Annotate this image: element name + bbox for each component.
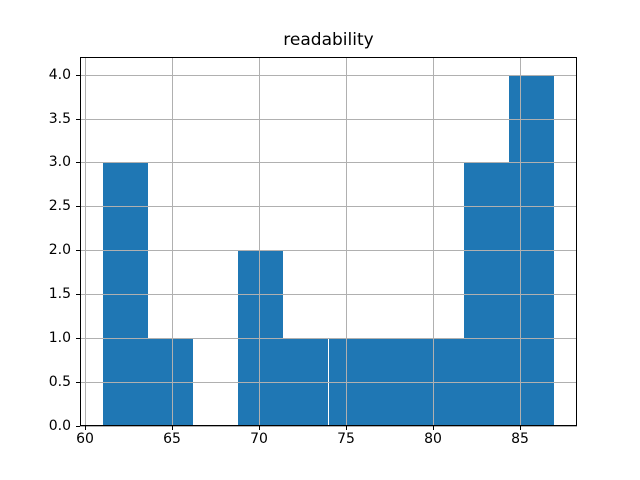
x-tick — [259, 426, 260, 430]
y-gridline — [80, 338, 577, 339]
y-gridline — [80, 162, 577, 163]
y-tick-label: 0.5 — [48, 374, 71, 390]
x-gridline — [520, 57, 521, 426]
y-gridline — [80, 382, 577, 383]
y-gridline — [80, 250, 577, 251]
y-gridline — [80, 206, 577, 207]
y-tick — [76, 119, 80, 120]
x-gridline — [85, 57, 86, 426]
x-tick — [85, 426, 86, 430]
y-tick-label: 2.5 — [48, 198, 71, 214]
x-tick — [346, 426, 347, 430]
chart-title: readability — [283, 30, 374, 50]
plot-border — [80, 57, 577, 426]
y-tick — [76, 338, 80, 339]
x-gridline — [172, 57, 173, 426]
x-gridline — [259, 57, 260, 426]
y-gridline — [80, 119, 577, 120]
y-tick-label: 1.5 — [48, 286, 71, 302]
x-tick — [172, 426, 173, 430]
y-tick — [76, 426, 80, 427]
y-tick-label: 1.0 — [48, 330, 71, 346]
x-tick-label: 80 — [424, 431, 442, 447]
y-tick-label: 3.5 — [48, 111, 71, 127]
y-gridline — [80, 75, 577, 76]
y-gridline — [80, 294, 577, 295]
y-tick — [76, 382, 80, 383]
x-tick-label: 65 — [163, 431, 181, 447]
x-tick — [520, 426, 521, 430]
y-tick — [76, 206, 80, 207]
y-tick — [76, 294, 80, 295]
x-gridline — [346, 57, 347, 426]
y-tick — [76, 75, 80, 76]
x-gridline — [433, 57, 434, 426]
y-tick — [76, 250, 80, 251]
x-tick-label: 70 — [250, 431, 268, 447]
x-tick-label: 75 — [337, 431, 355, 447]
x-tick-label: 60 — [76, 431, 94, 447]
y-tick — [76, 162, 80, 163]
y-gridline — [80, 426, 577, 427]
y-tick-label: 3.0 — [48, 154, 71, 170]
x-tick-label: 85 — [511, 431, 529, 447]
x-tick — [433, 426, 434, 430]
y-tick-label: 4.0 — [48, 67, 71, 83]
y-tick-label: 2.0 — [48, 242, 71, 258]
y-tick-label: 0.0 — [48, 418, 71, 434]
